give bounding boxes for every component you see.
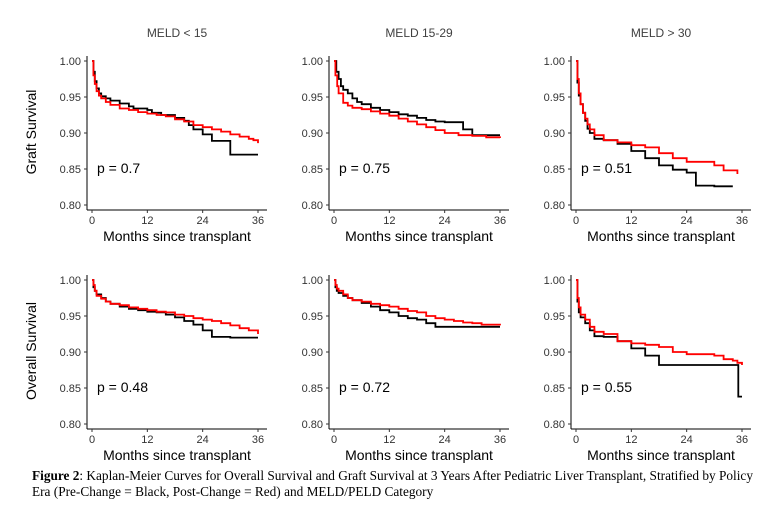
panel-r2-c2-p-value: p = 0.72 (339, 379, 390, 395)
panel-r1-c2-y-tick-label: 0.90 (302, 128, 323, 140)
panel-r1-c3-y-tick-label: 0.85 (544, 164, 565, 176)
row-label-1: Graft Survival (23, 90, 39, 175)
panel-r1-c2-p-value: p = 0.75 (339, 160, 390, 176)
panel-r2-c3-y-tick-label: 0.95 (544, 311, 565, 323)
panel-r1-c2-pre-change-curve (334, 60, 500, 137)
panel-r2-c1-y-tick-label: 0.95 (60, 311, 81, 323)
panel-r1-c3-y-tick-label: 0.95 (544, 92, 565, 104)
panel-r1-c1-p-value: p = 0.7 (97, 160, 140, 176)
facet-title-col-2: MELD 15-29 (385, 26, 453, 40)
panel-r1-c2-y-tick-label: 0.80 (302, 200, 323, 212)
panel-r2-c3-x-tick-label: 24 (681, 434, 693, 446)
panel-r2-c1-y-tick-label: 0.85 (60, 383, 81, 395)
panel-r1-c2-x-tick-label: 0 (331, 215, 337, 227)
panel-r1-c1-pre-change-curve (92, 60, 258, 156)
panel-r2-c2-y-tick-label: 1.00 (302, 275, 323, 287)
panel-r1-c1-x-tick-label: 0 (89, 215, 95, 227)
panel-r2-c1-x-tick-label: 24 (197, 434, 209, 446)
panel-r2-c2-x-axis-title: Months since transplant (345, 447, 493, 463)
panel-r2-c3-y-tick-label: 1.00 (544, 275, 565, 287)
panel-r1-c2-x-axis-title: Months since transplant (345, 228, 493, 244)
panel-r1-c2-x-tick-label: 24 (439, 215, 451, 227)
panel-r2-c2-y-tick-label: 0.85 (302, 383, 323, 395)
facet-title-col-3: MELD > 30 (631, 26, 692, 40)
panel-r1-c1-y-tick-label: 0.80 (60, 200, 81, 212)
panel-r1-c3-x-tick-label: 12 (625, 215, 637, 227)
panel-r1-c1-y-tick-label: 0.95 (60, 92, 81, 104)
panel-r2-c2-x-tick-label: 12 (383, 434, 395, 446)
panel-r2-c2-y-tick-label: 0.95 (302, 311, 323, 323)
panel-r1-c3-x-tick-label: 24 (681, 215, 693, 227)
panel-r2-c1-pre-change-curve (92, 279, 258, 339)
panel-r2-c2-pre-change-curve (334, 279, 500, 328)
panel-r1-c3-x-axis-title: Months since transplant (587, 228, 735, 244)
panel-r1-c3-x-tick-label: 36 (736, 215, 748, 227)
facet-title-col-1: MELD < 15 (147, 26, 208, 40)
panel-r2-c1-x-tick-label: 36 (252, 434, 264, 446)
panel-r1-c1-x-axis-title: Months since transplant (103, 228, 251, 244)
panel-r1-c2-y-tick-label: 0.95 (302, 92, 323, 104)
panel-r1-c2-x-tick-label: 36 (494, 215, 506, 227)
panel-r1-c2-y-tick-label: 0.85 (302, 164, 323, 176)
panel-r1-c1-x-tick-label: 24 (197, 215, 209, 227)
panel-r1-c3-p-value: p = 0.51 (581, 160, 632, 176)
panel-r1-c2-x-tick-label: 12 (383, 215, 395, 227)
panel-r2-c3-x-tick-label: 0 (573, 434, 579, 446)
panel-r1-c3-x-tick-label: 0 (573, 215, 579, 227)
panel-r2-c3-p-value: p = 0.55 (581, 379, 632, 395)
panel-r2-c2-y-tick-label: 0.80 (302, 419, 323, 431)
panel-r2-c3-y-tick-label: 0.80 (544, 419, 565, 431)
figure-caption: Figure 2: Kaplan-Meier Curves for Overal… (32, 468, 762, 500)
panel-r2-c1-post-change-curve (92, 279, 259, 334)
panel-r1-c1-y-tick-label: 0.90 (60, 128, 81, 140)
panel-r2-c1-p-value: p = 0.48 (97, 379, 148, 395)
panel-r2-c3-x-axis-title: Months since transplant (587, 447, 735, 463)
panel-r2-c2-x-tick-label: 36 (494, 434, 506, 446)
panel-r2-c1-x-axis-title: Months since transplant (103, 447, 251, 463)
caption-label: Figure 2 (32, 468, 80, 483)
panel-r2-c1-y-tick-label: 0.80 (60, 419, 81, 431)
panel-r2-c2-post-change-curve (334, 279, 501, 326)
panel-r2-c3-x-tick-label: 12 (625, 434, 637, 446)
row-label-2: Overall Survival (23, 302, 39, 400)
panel-r2-c1-x-tick-label: 12 (141, 434, 153, 446)
panel-r1-c1-x-tick-label: 12 (141, 215, 153, 227)
panel-r1-c3-post-change-curve (576, 60, 739, 174)
panel-r2-c3-x-tick-label: 36 (736, 434, 748, 446)
panel-r2-c1-y-tick-label: 0.90 (60, 347, 81, 359)
panel-r2-c2-x-tick-label: 0 (331, 434, 337, 446)
panel-r1-c2-post-change-curve (334, 60, 501, 139)
panel-r1-c3-y-tick-label: 1.00 (544, 56, 565, 68)
panel-r1-c2-y-tick-label: 1.00 (302, 56, 323, 68)
panel-r1-c1-y-tick-label: 1.00 (60, 56, 81, 68)
panel-r2-c2-y-tick-label: 0.90 (302, 347, 323, 359)
panel-r1-c1-y-tick-label: 0.85 (60, 164, 81, 176)
panel-r1-c3-y-tick-label: 0.90 (544, 128, 565, 140)
panel-r2-c3-y-tick-label: 0.85 (544, 383, 565, 395)
panel-r2-c3-post-change-curve (576, 279, 743, 365)
caption-text: : Kaplan-Meier Curves for Overall Surviv… (32, 468, 753, 499)
panel-r1-c1-post-change-curve (92, 60, 259, 144)
panel-r2-c1-y-tick-label: 1.00 (60, 275, 81, 287)
panel-r2-c3-y-tick-label: 0.90 (544, 347, 565, 359)
panel-r2-c1-x-tick-label: 0 (89, 434, 95, 446)
panel-r1-c3-y-tick-label: 0.80 (544, 200, 565, 212)
panel-r2-c2-x-tick-label: 24 (439, 434, 451, 446)
panel-r1-c1-x-tick-label: 36 (252, 215, 264, 227)
